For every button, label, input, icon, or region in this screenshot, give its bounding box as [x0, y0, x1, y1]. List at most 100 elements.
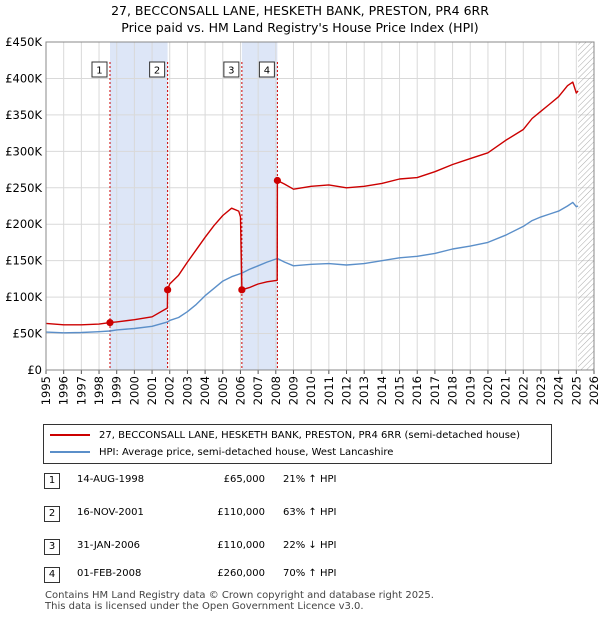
x-tick-label: 2012	[340, 376, 354, 405]
x-tick-label: 2003	[180, 376, 194, 405]
x-tick-label: 2014	[375, 376, 389, 405]
x-tick-label: 2026	[587, 376, 600, 405]
x-tick-label: 2007	[251, 376, 265, 405]
y-tick-label: £200K	[5, 217, 42, 231]
price-chart: 1 2 3 4 £0 £50K £100K £150K £200K £250K £300K £350…	[5, 35, 600, 405]
footer: Contains HM Land Registry data © Crown c…	[45, 590, 434, 612]
sale-row: 2 16-NOV-2001 £110,000 63% ↑ HPI	[43, 506, 463, 526]
x-tick-label: 1998	[92, 376, 106, 405]
sale-row: 1 14-AUG-1998 £65,000 21% ↑ HPI	[43, 473, 463, 493]
x-tick-label: 1995	[39, 376, 53, 405]
x-tick-label: 2022	[516, 376, 530, 405]
y-axis-ticks: £0 £50K £100K £150K £200K £250K £300K £350K £400…	[5, 35, 42, 377]
x-tick-label: 2016	[410, 376, 424, 405]
y-tick-label: £150K	[5, 254, 42, 268]
sale-number-badge: 2	[44, 506, 60, 522]
x-tick-label: 2020	[481, 376, 495, 405]
legend-line-property	[50, 434, 90, 436]
sale-row: 3 31-JAN-2006 £110,000 22% ↓ HPI	[43, 539, 463, 559]
sale-label-box	[91, 61, 108, 78]
legend-line-hpi	[50, 451, 90, 453]
legend: 27, BECCONSALL LANE, HESKETH BANK, PREST…	[43, 424, 552, 464]
y-tick-label: £0	[27, 363, 42, 377]
sale-point	[106, 319, 114, 327]
forecast-hatch-area	[578, 42, 594, 370]
sale-label-number: 4	[264, 66, 270, 77]
x-tick-label: 2002	[163, 376, 177, 405]
sale-label-box	[258, 61, 275, 78]
legend-label-property: 27, BECCONSALL LANE, HESKETH BANK, PREST…	[99, 430, 520, 441]
x-tick-label: 2009	[286, 376, 300, 405]
sale-point	[273, 176, 281, 185]
x-tick-label: 2008	[269, 376, 283, 405]
x-tick-label: 2005	[216, 376, 230, 405]
x-tick-label: 2019	[463, 376, 477, 405]
sale-date: 16-NOV-2001	[77, 507, 144, 518]
sale-price: £65,000	[223, 474, 265, 485]
legend-label-hpi: HPI: Average price, semi-detached house,…	[99, 447, 394, 458]
forecast-hatch	[578, 42, 594, 370]
sale-number-badge: 4	[44, 567, 60, 583]
sale-points	[106, 176, 281, 327]
y-tick-label: £450K	[5, 35, 42, 49]
sale-hpi-change: 70% ↑ HPI	[283, 568, 337, 579]
x-tick-label: 1999	[110, 376, 124, 405]
x-tick-label: 1997	[74, 376, 88, 405]
sale-date: 14-AUG-1998	[77, 474, 145, 485]
sale-label-number: 2	[154, 66, 160, 77]
y-tick-label: £100K	[5, 290, 42, 304]
x-tick-label: 2015	[393, 376, 407, 405]
sale-number-badge: 3	[44, 539, 60, 555]
x-tick-label: 2004	[198, 376, 212, 405]
sale-price: £110,000	[217, 540, 265, 551]
sale-label-number: 1	[96, 66, 102, 77]
hpi-line	[45, 201, 579, 334]
x-tick-label: 2025	[569, 376, 583, 405]
y-tick-label: £300K	[5, 144, 42, 158]
sale-point	[238, 286, 246, 294]
sale-date: 01-FEB-2008	[77, 568, 142, 579]
series	[45, 81, 579, 334]
sale-point	[164, 286, 172, 294]
legend-item-hpi: HPI: Average price, semi-detached house,…	[50, 445, 393, 460]
y-tick-label: £250K	[5, 181, 42, 195]
y-tick-label: £50K	[13, 327, 43, 341]
x-tick-label: 2006	[233, 376, 247, 405]
sale-price: £260,000	[217, 568, 265, 579]
sale-label-box	[149, 61, 166, 78]
sale-period-shading	[109, 42, 278, 370]
x-axis-ticks: 1995 1996 1997 1998 1999 2000 2001 2002 2003 2004…	[39, 370, 600, 405]
x-tick-label: 2017	[428, 376, 442, 405]
sale-labels: 1 2 3 4	[91, 61, 275, 78]
x-tick-label: 2018	[446, 376, 460, 405]
y-tick-label: £350K	[5, 108, 42, 122]
sale-price: £110,000	[217, 507, 265, 518]
sale-row: 4 01-FEB-2008 £260,000 70% ↑ HPI	[43, 567, 463, 587]
chart-title: 27, BECCONSALL LANE, HESKETH BANK, PREST…	[0, 2, 600, 36]
legend-item-property: 27, BECCONSALL LANE, HESKETH BANK, PREST…	[50, 428, 520, 443]
x-tick-label: 2001	[145, 376, 159, 405]
sale-hpi-change: 21% ↑ HPI	[283, 474, 337, 485]
x-tick-label: 1996	[57, 376, 71, 405]
sale-hpi-change: 22% ↓ HPI	[283, 540, 337, 551]
title-line-1: 27, BECCONSALL LANE, HESKETH BANK, PREST…	[111, 3, 489, 18]
footer-licence: This data is licensed under the Open Gov…	[45, 601, 364, 612]
x-tick-label: 2021	[499, 376, 513, 405]
shaded-period	[109, 42, 168, 370]
plot-frame	[45, 41, 595, 371]
x-tick-label: 2024	[552, 376, 566, 405]
property-price-line	[45, 81, 579, 326]
x-tick-label: 2000	[127, 376, 141, 405]
sale-label-box	[223, 61, 240, 78]
x-tick-label: 2013	[357, 376, 371, 405]
title-line-2: Price paid vs. HM Land Registry's House …	[121, 20, 479, 35]
sale-hpi-change: 63% ↑ HPI	[283, 507, 337, 518]
sale-label-number: 3	[228, 66, 234, 77]
sale-date: 31-JAN-2006	[77, 540, 141, 551]
x-tick-label: 2010	[304, 376, 318, 405]
x-tick-label: 2011	[322, 376, 336, 405]
footer-copyright: Contains HM Land Registry data © Crown c…	[45, 590, 434, 601]
shaded-period	[241, 42, 278, 370]
sale-number-badge: 1	[44, 473, 60, 489]
y-tick-label: £400K	[5, 71, 42, 85]
